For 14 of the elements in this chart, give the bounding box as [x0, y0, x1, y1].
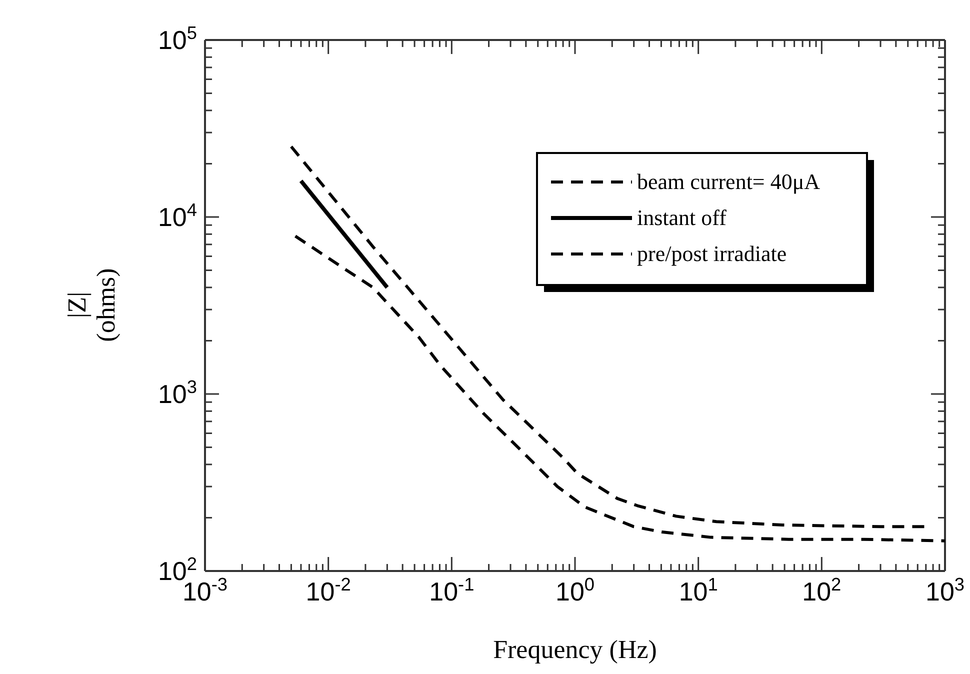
- x-tick-label: 10$^{1}$: [678, 574, 718, 606]
- y-tick-label: 10$^{3}$: [158, 377, 197, 410]
- x-tick-label: 10$^{3}$: [925, 574, 965, 606]
- x-tick-label: 10$^{-1}$: [429, 574, 474, 606]
- x-tick-label: 10$^{2}$: [802, 574, 842, 606]
- y-tick-label: 10$^{5}$: [158, 23, 197, 56]
- x-tick-label: 10$^{0}$: [555, 574, 595, 606]
- legend-label: instant off: [637, 205, 728, 230]
- y-axis-title: |Z| (ohms): [62, 268, 120, 342]
- x-tick-label: 10$^{-2}$: [306, 574, 351, 606]
- legend-label: pre/post irradiate: [637, 241, 787, 266]
- y-tick-label: 10$^{4}$: [158, 200, 197, 232]
- x-axis-title: Frequency (Hz): [493, 635, 657, 664]
- legend-label: beam current= 40μA: [637, 169, 820, 194]
